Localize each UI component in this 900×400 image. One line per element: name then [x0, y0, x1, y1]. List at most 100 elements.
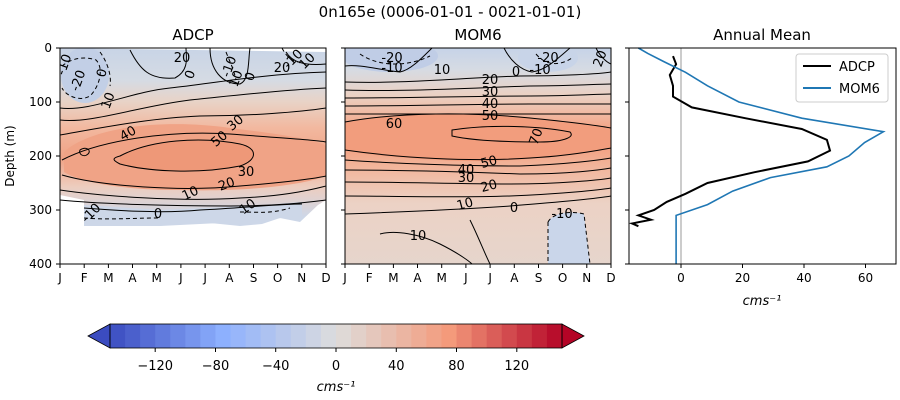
mom6-contour-label: 20: [482, 73, 499, 88]
adcp-contour-label: 0: [94, 67, 111, 79]
adcp-contour-label: -10: [219, 54, 240, 79]
svg-text:100: 100: [29, 95, 52, 109]
mom6-contour-label: 0: [510, 201, 518, 216]
colorbar-cell: [230, 324, 247, 348]
adcp-core-inner: [120, 140, 254, 172]
mom6-contour-label: 40: [458, 163, 475, 178]
colorbar-cells: [110, 324, 563, 348]
svg-text:A: A: [128, 271, 137, 285]
annual-mean-xlabel: cms⁻¹: [743, 294, 782, 309]
svg-text:D: D: [606, 271, 615, 285]
colorbar-cell: [501, 324, 518, 348]
colorbar-cell: [441, 324, 458, 348]
colorbar-tick: 80: [448, 348, 465, 374]
colorbar: −120 −80 −40 0 40 80 120 cms⁻¹: [87, 323, 585, 395]
colorbar-cell: [110, 324, 126, 348]
mom6-deep-negative: [548, 212, 590, 264]
adcp-contour-label: 10: [180, 184, 201, 205]
mom6-core: [345, 113, 611, 162]
colorbar-cell: [170, 324, 186, 348]
svg-text:A: A: [510, 271, 519, 285]
svg-text:−120: −120: [137, 359, 173, 374]
month-tick: A: [413, 264, 422, 285]
svg-text:J: J: [57, 271, 62, 285]
adcp-mean-line: [628, 55, 832, 228]
colorbar-cell: [320, 324, 337, 348]
mom6-contour-label: 10: [455, 195, 475, 214]
month-tick: J: [178, 264, 183, 285]
mom6-contour-label: 50: [479, 153, 499, 172]
month-tick: F: [366, 264, 373, 285]
month-tick: M: [152, 264, 162, 285]
month-tick: M: [388, 264, 399, 285]
mom6-contour-labels: -20 -10 10 -10 0 -20 20 20 30 40 50 60 7…: [381, 48, 610, 244]
colorbar-tick: −120: [137, 348, 173, 374]
colorbar-cell: [185, 324, 201, 348]
svg-text:60: 60: [858, 271, 873, 285]
adcp-panel: ADCP: [59, 26, 327, 265]
svg-text:M: M: [103, 271, 113, 285]
svg-text:J: J: [463, 271, 468, 285]
svg-text:0: 0: [677, 271, 685, 285]
colorbar-cell: [336, 324, 352, 348]
colorbar-cell: [260, 324, 277, 348]
colorbar-cell: [155, 324, 171, 348]
xtick: 20: [735, 264, 750, 285]
colorbar-cell: [351, 324, 367, 348]
depth-tick: 200: [29, 149, 60, 163]
month-tick: M: [103, 264, 114, 285]
month-tick: O: [273, 264, 282, 285]
legend-adcp-label: ADCP: [839, 60, 875, 75]
annual-mean-title: Annual Mean: [713, 26, 811, 44]
month-tick: S: [250, 264, 257, 285]
svg-text:0: 0: [332, 359, 340, 374]
month-tick: M: [437, 264, 447, 285]
adcp-blob: [79, 147, 90, 157]
colorbar-cell: [411, 324, 427, 348]
svg-text:F: F: [81, 271, 88, 285]
month-tick: J: [487, 264, 492, 285]
depth-ticks-shared: [341, 47, 629, 265]
svg-text:J: J: [342, 271, 347, 285]
adcp-contour-labels: -10 -20 0 10 20 0 -10 10 0 20 -10 10 40 …: [60, 48, 319, 226]
adcp-contour-label: 40: [117, 123, 139, 144]
svg-text:F: F: [366, 271, 373, 285]
month-ticks-adcp: J F M A M J J A S O N D: [57, 264, 331, 285]
svg-text:120: 120: [504, 359, 529, 374]
svg-text:N: N: [297, 271, 306, 285]
adcp-contours: [60, 48, 326, 213]
month-tick: O: [558, 264, 567, 285]
adcp-contour-label: -20: [68, 68, 89, 93]
colorbar-cell: [486, 324, 503, 348]
xtick: 60: [858, 264, 873, 285]
colorbar-cell: [140, 324, 156, 348]
adcp-field: -10 -20 0 10 20 0 -10 10 0 20 -10 10 40 …: [60, 48, 326, 226]
colorbar-label: cms⁻¹: [317, 380, 356, 395]
mom6-contour-label: 10: [410, 229, 427, 244]
mom6-title: MOM6: [454, 26, 501, 44]
svg-text:J: J: [487, 271, 492, 285]
colorbar-tick: −80: [202, 348, 229, 374]
month-ticks-mom6: J F M A M J J A S O N D: [342, 264, 616, 285]
svg-text:−80: −80: [202, 359, 229, 374]
colorbar-cell: [531, 324, 548, 348]
svg-text:M: M: [388, 271, 398, 285]
xtick: 40: [796, 264, 812, 285]
month-tick: J: [57, 264, 62, 285]
colorbar-cell: [516, 324, 533, 348]
svg-text:A: A: [225, 271, 234, 285]
svg-text:J: J: [178, 271, 183, 285]
month-tick: N: [582, 264, 591, 285]
depth-axis-label: Depth (m): [3, 125, 17, 186]
svg-text:N: N: [582, 271, 591, 285]
colorbar-max-extension: [561, 323, 585, 349]
depth-axis: 0 100 200 300 400 Depth (m): [3, 41, 60, 271]
adcp-contour-label: 20: [274, 61, 291, 76]
svg-text:40: 40: [796, 271, 811, 285]
mom6-contour-label: 30: [458, 171, 475, 186]
mom6-contour-label: -10: [529, 63, 550, 78]
mom6-field: -20 -10 10 -10 0 -20 20 20 30 40 50 60 7…: [345, 48, 611, 264]
depth-tick: 100: [29, 95, 60, 109]
colorbar-cell: [426, 324, 442, 348]
mom6-negative-contours: [359, 53, 591, 264]
